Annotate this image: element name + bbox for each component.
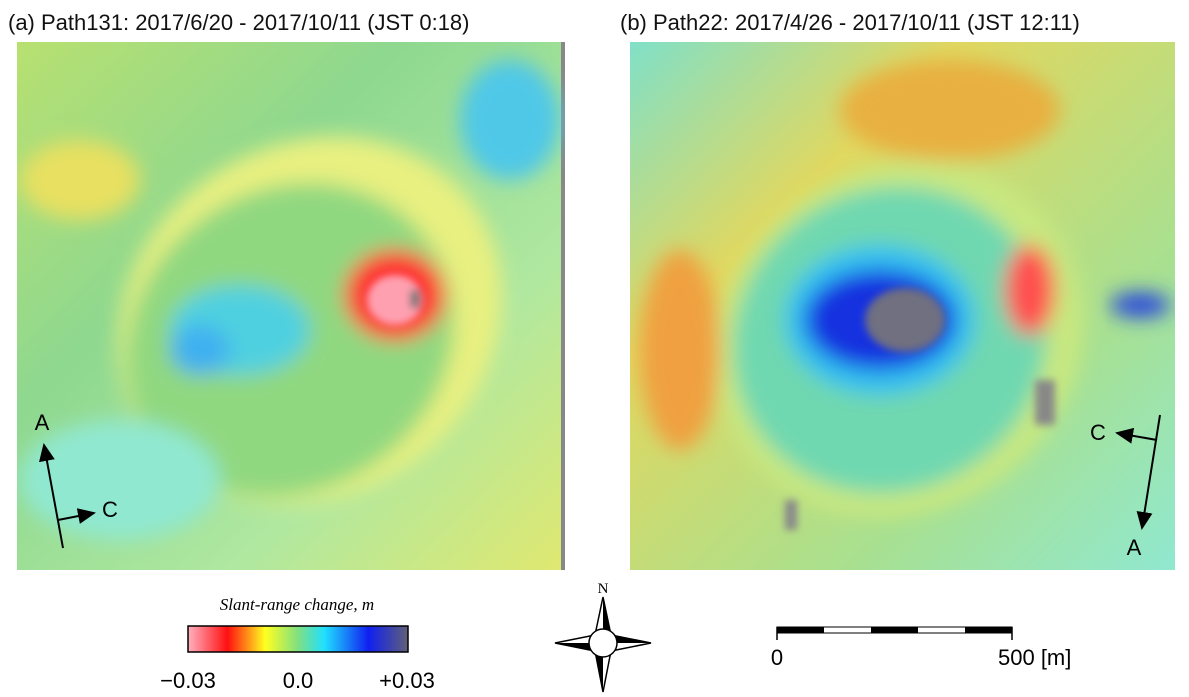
scale-label: 0 — [771, 645, 783, 670]
arrow-label: A — [35, 410, 50, 435]
scale-bar: 0 500 [m] — [771, 627, 1072, 670]
colorbar: Slant-range change, m −0.03 0.0 +0.03 — [160, 595, 435, 693]
colorbar-tick: +0.03 — [379, 668, 435, 693]
colorbar-tick: 0.0 — [283, 668, 314, 693]
colorbar-label: Slant-range change, m — [220, 595, 374, 614]
colorbar-tick: −0.03 — [160, 668, 216, 693]
map-b — [630, 42, 1175, 588]
arrow-label: A — [1127, 535, 1142, 560]
scale-label: 500 [m] — [998, 645, 1071, 670]
arrow-label: C — [102, 497, 118, 522]
compass: N — [555, 581, 651, 692]
figure: (a) Path131: 2017/6/20 - 2017/10/11 (JST… — [0, 0, 1189, 697]
compass-north: N — [598, 581, 609, 597]
arrow-label: C — [1090, 420, 1106, 445]
panel-title: (a) Path131: 2017/6/20 - 2017/10/11 (JST… — [8, 10, 470, 35]
colorbar-gradient — [188, 626, 408, 652]
panel-title: (b) Path22: 2017/4/26 - 2017/10/11 (JST … — [620, 10, 1080, 35]
map-a — [17, 42, 574, 578]
